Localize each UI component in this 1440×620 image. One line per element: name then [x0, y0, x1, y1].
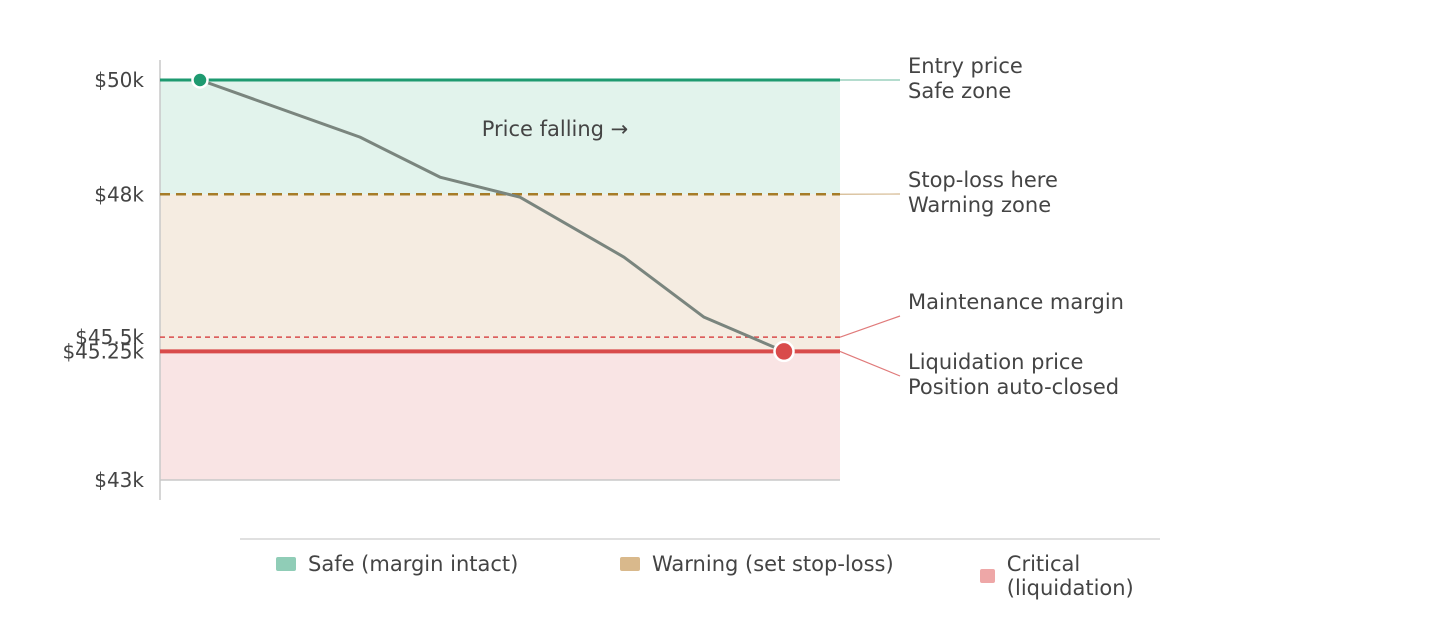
price-falling-annotation: Price falling → — [482, 117, 629, 141]
annotation-liquidation-1: Position auto-closed — [908, 375, 1119, 399]
legend-swatch-safe — [276, 557, 296, 571]
liquidation-chart: $50k $48k $45.5k$45.25k $43k Entry priceSaf… — [62, 54, 1124, 500]
legend-item-safe: Safe (margin intact) — [276, 552, 518, 576]
legend-item-warning: Warning (set stop-loss) — [620, 552, 894, 576]
liquidation-point-marker — [773, 340, 795, 363]
price-line-0 — [199, 78, 785, 353]
zone-safe — [160, 80, 840, 195]
y-tick-label: $48k — [94, 182, 144, 206]
annotation-entry-1: Safe zone — [908, 79, 1011, 103]
zones-layer — [160, 80, 840, 480]
legend-swatch-critical — [980, 569, 995, 583]
leader-line-maintenance — [839, 315, 901, 338]
series-layer — [191, 71, 795, 363]
y-tick-label: $43k — [94, 468, 144, 492]
entry-point-marker — [191, 71, 209, 89]
levels-layer — [160, 78, 840, 354]
y-tick-label: $50k — [94, 68, 144, 92]
legend: Safe (margin intact) Warning (set stop-l… — [240, 538, 1160, 600]
leader-line-liquidation — [839, 350, 901, 377]
annotation-entry-0: Entry price — [908, 54, 1023, 78]
legend-label-warning: Warning (set stop-loss) — [652, 552, 894, 576]
y-tick-label: $45.25k — [62, 339, 144, 363]
annotation-liquidation-0: Liquidation price — [908, 350, 1083, 374]
annotation-maintenance-0: Maintenance margin — [908, 290, 1124, 314]
annotation-stoploss-1: Warning zone — [908, 193, 1051, 217]
zone-critical — [160, 351, 840, 480]
annotation-stoploss-0: Stop-loss here — [908, 168, 1058, 192]
y-tick-labels: $50k $48k $45.5k$45.25k $43k — [62, 68, 144, 492]
legend-item-critical: Critical (liquidation) — [980, 552, 1160, 600]
zone-warning — [160, 194, 840, 352]
legend-swatch-warning — [620, 557, 640, 571]
y-tick-label: $45.5k — [75, 325, 144, 349]
legend-label-critical: Critical (liquidation) — [1006, 552, 1134, 600]
axes-layer — [159, 60, 840, 500]
legend-label-safe: Safe (margin intact) — [308, 552, 519, 576]
